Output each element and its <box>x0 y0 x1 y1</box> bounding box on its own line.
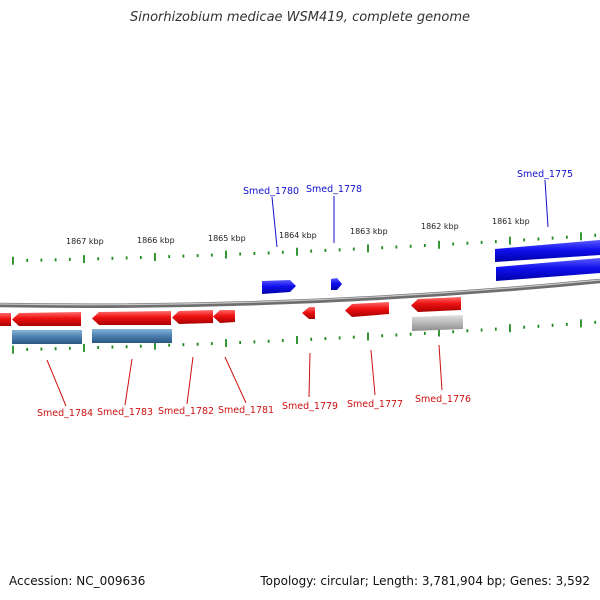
gene-label-smed-1777[interactable]: Smed_1777 <box>347 399 403 410</box>
forward-gene-labels: Smed_1780 Smed_1778 Smed_1775 <box>243 169 573 197</box>
cds-bar-smed-1776[interactable] <box>412 315 463 331</box>
genome-backbone <box>0 278 600 308</box>
gene-arrow-smed-1777[interactable] <box>345 302 389 317</box>
gene-arrow-smed-1776[interactable] <box>411 297 461 312</box>
scale-ticks-top <box>12 232 597 265</box>
leader-line-smed-1782 <box>186 356 194 405</box>
scale-label-1866: 1866 kbp <box>137 236 175 245</box>
leader-lines <box>46 179 549 407</box>
scale-label-1861: 1861 kbp <box>492 217 530 226</box>
leader-line-smed-1783 <box>124 358 133 406</box>
gene-label-smed-1776[interactable]: Smed_1776 <box>415 394 471 405</box>
leader-line-smed-1775 <box>544 179 549 228</box>
gene-label-smed-1783[interactable]: Smed_1783 <box>97 407 153 418</box>
gene-arrow-smed-1784-partial[interactable] <box>0 313 11 326</box>
scale-ticks-bottom <box>12 319 597 354</box>
forward-genes <box>262 240 600 294</box>
gene-arrow-smed-1775[interactable] <box>495 240 600 262</box>
leader-line-smed-1779 <box>308 352 311 398</box>
genome-title: Sinorhizobium medicae WSM419, complete g… <box>129 10 471 25</box>
gene-label-smed-1779[interactable]: Smed_1779 <box>282 401 338 412</box>
gene-label-smed-1778[interactable]: Smed_1778 <box>306 184 362 195</box>
genome-backbone-highlight <box>0 279 600 306</box>
leader-line-smed-1777 <box>370 349 376 396</box>
scale-label-1865: 1865 kbp <box>208 234 246 243</box>
gene-label-smed-1784[interactable]: Smed_1784 <box>37 408 93 419</box>
topology-text: Topology: circular; Length: 3,781,904 bp… <box>260 574 590 588</box>
accession-text: Accession: NC_009636 <box>9 574 146 588</box>
leader-line-smed-1781 <box>224 356 247 404</box>
gene-arrow-smed-1780[interactable] <box>262 280 296 294</box>
leader-line-smed-1780 <box>271 196 278 248</box>
gene-label-smed-1781[interactable]: Smed_1781 <box>218 405 274 416</box>
reverse-gene-labels: Smed_1784 Smed_1783 Smed_1782 Smed_1781 … <box>37 394 471 419</box>
scale-label-1864: 1864 kbp <box>279 231 317 240</box>
cds-bars <box>12 315 463 344</box>
cds-bar-smed-1783[interactable] <box>92 329 172 343</box>
leader-line-smed-1776 <box>438 344 443 391</box>
gene-label-smed-1775[interactable]: Smed_1775 <box>517 169 573 180</box>
leader-line-smed-1784 <box>46 359 67 407</box>
cds-bar-smed-1784[interactable] <box>12 330 82 344</box>
gene-arrow-smed-1783[interactable] <box>92 311 171 325</box>
gene-label-smed-1782[interactable]: Smed_1782 <box>158 406 214 417</box>
gene-label-smed-1780[interactable]: Smed_1780 <box>243 186 299 197</box>
gene-arrow-smed-1784[interactable] <box>12 312 81 326</box>
gene-arrow-smed-1782[interactable] <box>172 310 213 324</box>
scale-labels: 1867 kbp 1866 kbp 1865 kbp 1864 kbp 1863… <box>66 217 530 246</box>
scale-label-1862: 1862 kbp <box>421 222 459 231</box>
gene-arrow-smed-1781[interactable] <box>213 310 235 323</box>
gene-arrow-smed-1779[interactable] <box>302 307 315 319</box>
scale-label-1863: 1863 kbp <box>350 227 388 236</box>
reverse-genes <box>0 297 461 326</box>
scale-label-1867: 1867 kbp <box>66 237 104 246</box>
cds-bar-smed-1775[interactable] <box>496 258 600 281</box>
gene-arrow-smed-1778[interactable] <box>331 278 342 290</box>
